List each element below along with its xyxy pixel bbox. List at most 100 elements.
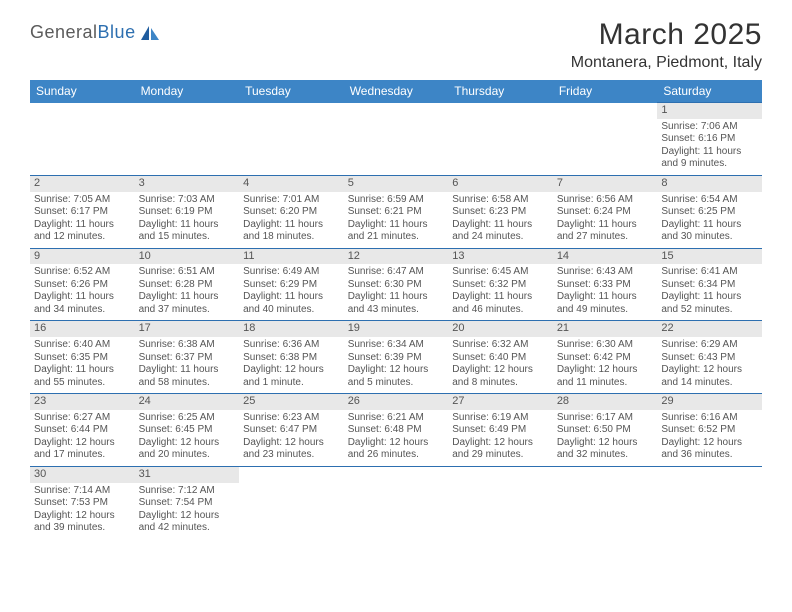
calendar-cell <box>553 103 658 176</box>
calendar-cell: 24Sunrise: 6:25 AMSunset: 6:45 PMDayligh… <box>135 394 240 467</box>
sunset-text: Sunset: 6:23 PM <box>452 206 549 219</box>
sunset-text: Sunset: 6:24 PM <box>557 206 654 219</box>
calendar-cell: 3Sunrise: 7:03 AMSunset: 6:19 PMDaylight… <box>135 175 240 248</box>
daylight-text: Daylight: 11 hours and 52 minutes. <box>661 291 758 316</box>
day-number: 1 <box>657 103 762 119</box>
page-title: March 2025 <box>571 18 762 52</box>
calendar-cell: 21Sunrise: 6:30 AMSunset: 6:42 PMDayligh… <box>553 321 658 394</box>
daylight-text: Daylight: 11 hours and 43 minutes. <box>348 291 445 316</box>
calendar-cell: 8Sunrise: 6:54 AMSunset: 6:25 PMDaylight… <box>657 175 762 248</box>
day-number: 29 <box>657 394 762 410</box>
calendar-cell: 13Sunrise: 6:45 AMSunset: 6:32 PMDayligh… <box>448 248 553 321</box>
daylight-text: Daylight: 12 hours and 26 minutes. <box>348 437 445 462</box>
calendar-cell <box>135 103 240 176</box>
day-number: 10 <box>135 249 240 265</box>
sunset-text: Sunset: 6:35 PM <box>34 352 131 365</box>
sunrise-text: Sunrise: 6:27 AM <box>34 412 131 425</box>
calendar-cell: 5Sunrise: 6:59 AMSunset: 6:21 PMDaylight… <box>344 175 449 248</box>
calendar-cell: 23Sunrise: 6:27 AMSunset: 6:44 PMDayligh… <box>30 394 135 467</box>
sunrise-text: Sunrise: 6:51 AM <box>139 266 236 279</box>
calendar-cell <box>448 103 553 176</box>
sunset-text: Sunset: 6:52 PM <box>661 424 758 437</box>
sunset-text: Sunset: 6:49 PM <box>452 424 549 437</box>
sunset-text: Sunset: 6:45 PM <box>139 424 236 437</box>
sunset-text: Sunset: 6:16 PM <box>661 133 758 146</box>
sunset-text: Sunset: 7:54 PM <box>139 497 236 510</box>
sunset-text: Sunset: 6:47 PM <box>243 424 340 437</box>
day-number: 15 <box>657 249 762 265</box>
calendar-cell: 28Sunrise: 6:17 AMSunset: 6:50 PMDayligh… <box>553 394 658 467</box>
sunrise-text: Sunrise: 7:03 AM <box>139 194 236 207</box>
daylight-text: Daylight: 12 hours and 11 minutes. <box>557 364 654 389</box>
calendar-cell <box>448 466 553 538</box>
daylight-text: Daylight: 11 hours and 30 minutes. <box>661 219 758 244</box>
day-number: 27 <box>448 394 553 410</box>
location: Montanera, Piedmont, Italy <box>571 54 762 72</box>
daylight-text: Daylight: 11 hours and 46 minutes. <box>452 291 549 316</box>
day-number: 14 <box>553 249 658 265</box>
sunrise-text: Sunrise: 6:17 AM <box>557 412 654 425</box>
day-number: 6 <box>448 176 553 192</box>
day-number: 21 <box>553 321 658 337</box>
sunrise-text: Sunrise: 6:54 AM <box>661 194 758 207</box>
logo-text1: General <box>30 22 98 43</box>
sunrise-text: Sunrise: 6:25 AM <box>139 412 236 425</box>
sunset-text: Sunset: 6:21 PM <box>348 206 445 219</box>
day-number: 9 <box>30 249 135 265</box>
calendar-cell: 14Sunrise: 6:43 AMSunset: 6:33 PMDayligh… <box>553 248 658 321</box>
sunrise-text: Sunrise: 6:16 AM <box>661 412 758 425</box>
day-number: 2 <box>30 176 135 192</box>
title-block: March 2025 Montanera, Piedmont, Italy <box>571 18 762 72</box>
daylight-text: Daylight: 12 hours and 8 minutes. <box>452 364 549 389</box>
calendar-cell: 16Sunrise: 6:40 AMSunset: 6:35 PMDayligh… <box>30 321 135 394</box>
daylight-text: Daylight: 11 hours and 58 minutes. <box>139 364 236 389</box>
daylight-text: Daylight: 12 hours and 5 minutes. <box>348 364 445 389</box>
calendar-cell: 9Sunrise: 6:52 AMSunset: 6:26 PMDaylight… <box>30 248 135 321</box>
sunrise-text: Sunrise: 7:06 AM <box>661 121 758 134</box>
day-number: 31 <box>135 467 240 483</box>
calendar-week: 9Sunrise: 6:52 AMSunset: 6:26 PMDaylight… <box>30 248 762 321</box>
sunrise-text: Sunrise: 6:45 AM <box>452 266 549 279</box>
col-friday: Friday <box>553 80 658 103</box>
calendar-cell <box>344 466 449 538</box>
calendar-cell: 12Sunrise: 6:47 AMSunset: 6:30 PMDayligh… <box>344 248 449 321</box>
sunrise-text: Sunrise: 6:32 AM <box>452 339 549 352</box>
calendar-week: 1Sunrise: 7:06 AMSunset: 6:16 PMDaylight… <box>30 103 762 176</box>
sunset-text: Sunset: 6:40 PM <box>452 352 549 365</box>
calendar-cell: 31Sunrise: 7:12 AMSunset: 7:54 PMDayligh… <box>135 466 240 538</box>
calendar-cell: 17Sunrise: 6:38 AMSunset: 6:37 PMDayligh… <box>135 321 240 394</box>
sunset-text: Sunset: 6:32 PM <box>452 279 549 292</box>
col-monday: Monday <box>135 80 240 103</box>
logo-text2: Blue <box>98 22 136 43</box>
sunset-text: Sunset: 6:33 PM <box>557 279 654 292</box>
logo-sail-icon <box>139 24 161 42</box>
day-number: 3 <box>135 176 240 192</box>
col-tuesday: Tuesday <box>239 80 344 103</box>
sunrise-text: Sunrise: 6:19 AM <box>452 412 549 425</box>
sunrise-text: Sunrise: 6:34 AM <box>348 339 445 352</box>
sunrise-text: Sunrise: 7:05 AM <box>34 194 131 207</box>
calendar-table: Sunday Monday Tuesday Wednesday Thursday… <box>30 80 762 539</box>
sunset-text: Sunset: 6:38 PM <box>243 352 340 365</box>
col-sunday: Sunday <box>30 80 135 103</box>
daylight-text: Daylight: 11 hours and 15 minutes. <box>139 219 236 244</box>
sunset-text: Sunset: 6:20 PM <box>243 206 340 219</box>
daylight-text: Daylight: 12 hours and 1 minute. <box>243 364 340 389</box>
calendar-cell: 27Sunrise: 6:19 AMSunset: 6:49 PMDayligh… <box>448 394 553 467</box>
sunrise-text: Sunrise: 6:59 AM <box>348 194 445 207</box>
sunrise-text: Sunrise: 6:40 AM <box>34 339 131 352</box>
calendar-cell: 22Sunrise: 6:29 AMSunset: 6:43 PMDayligh… <box>657 321 762 394</box>
calendar-cell: 25Sunrise: 6:23 AMSunset: 6:47 PMDayligh… <box>239 394 344 467</box>
calendar-cell: 4Sunrise: 7:01 AMSunset: 6:20 PMDaylight… <box>239 175 344 248</box>
sunrise-text: Sunrise: 6:30 AM <box>557 339 654 352</box>
calendar-cell: 26Sunrise: 6:21 AMSunset: 6:48 PMDayligh… <box>344 394 449 467</box>
calendar-cell: 10Sunrise: 6:51 AMSunset: 6:28 PMDayligh… <box>135 248 240 321</box>
day-number: 24 <box>135 394 240 410</box>
daylight-text: Daylight: 11 hours and 49 minutes. <box>557 291 654 316</box>
sunset-text: Sunset: 6:25 PM <box>661 206 758 219</box>
sunset-text: Sunset: 7:53 PM <box>34 497 131 510</box>
sunset-text: Sunset: 6:50 PM <box>557 424 654 437</box>
daylight-text: Daylight: 12 hours and 32 minutes. <box>557 437 654 462</box>
day-number: 18 <box>239 321 344 337</box>
sunset-text: Sunset: 6:39 PM <box>348 352 445 365</box>
